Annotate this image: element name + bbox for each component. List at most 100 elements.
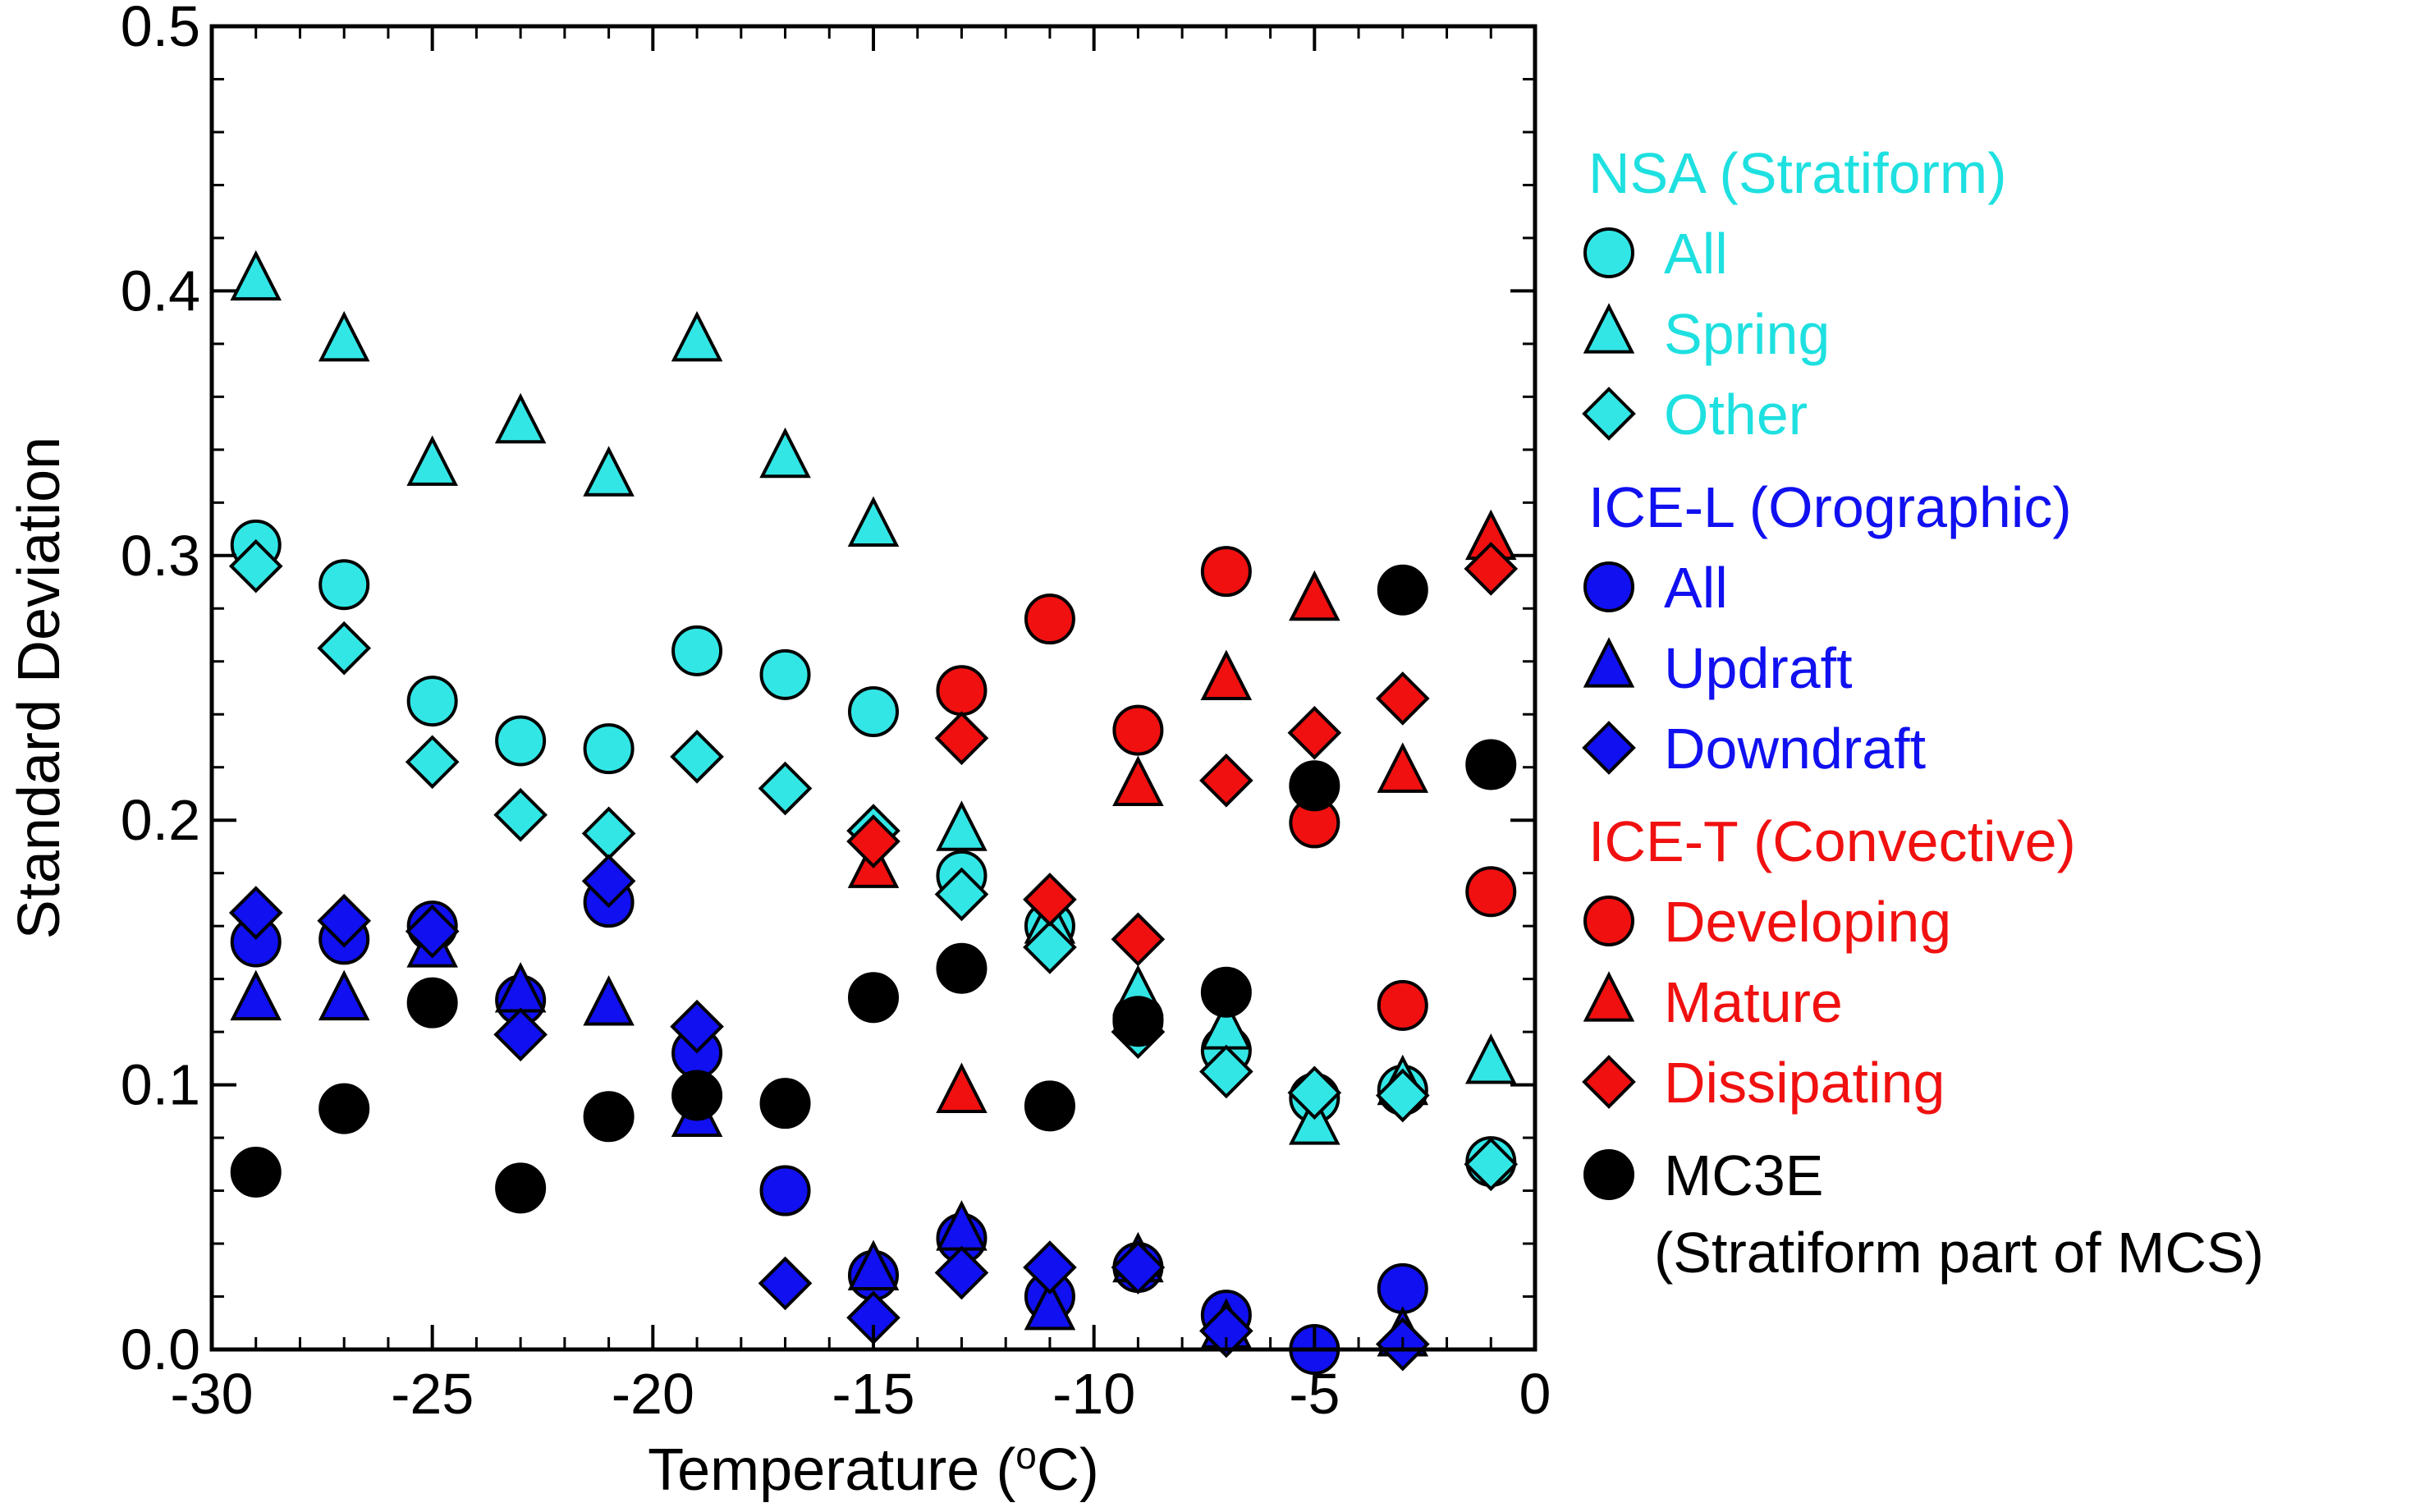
- data-point-circle: [848, 686, 899, 738]
- data-point-circle: [495, 715, 547, 767]
- y-tick-label: 0.5: [121, 0, 200, 58]
- legend-marker-circle: [1583, 1149, 1634, 1200]
- data-point-circle: [671, 1070, 723, 1121]
- data-point-diamond: [228, 538, 283, 593]
- data-point-diamond: [1464, 542, 1519, 596]
- x-axis-title: Temperature (oC): [648, 1434, 1099, 1503]
- x-tick-label: -5: [1289, 1362, 1340, 1426]
- data-point-triangle: [230, 969, 282, 1021]
- data-point-diamond: [493, 1007, 548, 1062]
- axis-ticks: [210, 25, 1537, 1351]
- data-point-diamond: [581, 854, 636, 909]
- data-markers: [228, 250, 1519, 1375]
- data-point-circle: [1200, 546, 1252, 598]
- data-point-triangle: [1289, 1094, 1340, 1145]
- legend-entry-label: All: [1664, 222, 1728, 286]
- series-ice-l-orographic-all: [230, 877, 1428, 1375]
- x-tick-label: -25: [391, 1362, 474, 1426]
- data-point-circle: [406, 676, 458, 727]
- x-tick-label: -10: [1052, 1362, 1135, 1426]
- data-point-triangle: [583, 446, 635, 497]
- series-mc3e-stratiform-part-of-mcs: [230, 564, 1517, 1214]
- data-point-diamond: [228, 886, 283, 940]
- legend-entry-label: Dissipating: [1664, 1051, 1945, 1115]
- data-point-diamond: [758, 1256, 813, 1311]
- data-point-circle: [848, 972, 899, 1024]
- data-point-circle: [583, 723, 635, 775]
- legend: NSA (Stratiform) All Spring Other ICE-L (Oro…: [1582, 141, 2264, 1285]
- data-point-diamond: [670, 729, 724, 784]
- legend-entry-label: MC3E: [1664, 1143, 1823, 1207]
- legend-marker-circle: [1583, 561, 1634, 612]
- data-point-diamond: [1023, 920, 1077, 974]
- data-point-circle: [318, 1083, 370, 1134]
- data-point-triangle: [936, 800, 988, 851]
- legend-marker-circle: [1583, 227, 1634, 278]
- legend-entry-label: Spring: [1664, 302, 1830, 366]
- data-point-triangle: [406, 435, 458, 486]
- data-point-diamond: [1287, 705, 1342, 760]
- data-point-triangle: [671, 310, 723, 362]
- data-point-diamond: [1199, 754, 1253, 808]
- y-axis-tick-labels: 0.0 0.1 0.2 0.3 0.4 0.5: [121, 0, 200, 1381]
- data-point-diamond: [317, 621, 372, 676]
- y-tick-label: 0.1: [121, 1053, 200, 1117]
- data-point-diamond: [1199, 1304, 1253, 1359]
- data-point-diamond: [1199, 1044, 1253, 1099]
- legend-marker-triangle: [1583, 971, 1635, 1022]
- data-point-triangle: [318, 310, 370, 362]
- series-nsa-stratiform-spring: [230, 250, 1517, 1145]
- data-point-triangle: [936, 1062, 988, 1113]
- data-point-triangle: [494, 392, 547, 444]
- y-tick-label: 0.0: [121, 1317, 200, 1381]
- data-point-circle: [230, 1146, 282, 1198]
- data-point-circle: [1024, 1080, 1075, 1132]
- data-point-circle: [759, 1165, 811, 1216]
- data-point-diamond: [1023, 1240, 1077, 1294]
- data-point-diamond: [1111, 1240, 1166, 1294]
- legend-group: MC3E (Stratiform part of MCS): [1583, 1143, 2264, 1285]
- legend-entry-label: Mature: [1664, 970, 1843, 1034]
- data-point-circle: [759, 648, 811, 700]
- data-point-triangle: [1024, 1279, 1076, 1331]
- legend-group: ICE-L (Orographic) All Updraft Downdraft: [1582, 475, 2072, 781]
- legend-group: ICE-T (Convective) Developing Mature Dissip…: [1582, 809, 2076, 1115]
- data-point-triangle: [1289, 570, 1340, 621]
- data-point-triangle: [847, 496, 900, 548]
- data-point-circle: [936, 942, 988, 994]
- legend-marker-triangle: [1583, 637, 1635, 688]
- data-point-diamond: [1375, 1068, 1430, 1123]
- legend-entry-label: Other: [1664, 383, 1808, 447]
- legend-group: NSA (Stratiform) All Spring Other: [1582, 141, 2007, 447]
- data-point-diamond: [1023, 873, 1077, 927]
- data-point-diamond: [581, 806, 636, 861]
- legend-entry-label: All: [1664, 556, 1728, 620]
- data-point-circle: [495, 1162, 547, 1214]
- data-point-diamond: [1111, 912, 1166, 967]
- data-point-circle: [1112, 996, 1164, 1047]
- data-point-triangle: [847, 1239, 900, 1290]
- legend-group-title: NSA (Stratiform): [1588, 141, 2007, 205]
- series-nsa-stratiform-other: [228, 538, 1519, 1192]
- data-point-circle: [1200, 966, 1252, 1018]
- data-point-triangle: [1465, 1033, 1517, 1084]
- legend-entry-sublabel: (Stratiform part of MCS): [1654, 1221, 2264, 1285]
- data-point-circle: [671, 625, 723, 676]
- data-point-diamond: [1375, 671, 1430, 726]
- y-axis-title: Standard Deviation: [7, 437, 72, 939]
- data-point-diamond: [405, 904, 460, 959]
- data-point-diamond: [1464, 1137, 1519, 1192]
- legend-marker-diamond: [1582, 387, 1636, 441]
- series-ice-t-convective-mature: [847, 509, 1517, 1113]
- data-point-circle: [406, 977, 458, 1029]
- y-tick-label: 0.4: [121, 259, 200, 323]
- data-point-circle: [1377, 1262, 1428, 1314]
- data-point-triangle: [759, 427, 811, 479]
- data-point-diamond: [846, 814, 900, 868]
- x-tick-label: 0: [1519, 1362, 1551, 1426]
- data-point-diamond: [317, 893, 372, 948]
- data-point-diamond: [405, 735, 460, 790]
- x-tick-label: -15: [832, 1362, 914, 1426]
- data-point-circle: [1289, 760, 1340, 812]
